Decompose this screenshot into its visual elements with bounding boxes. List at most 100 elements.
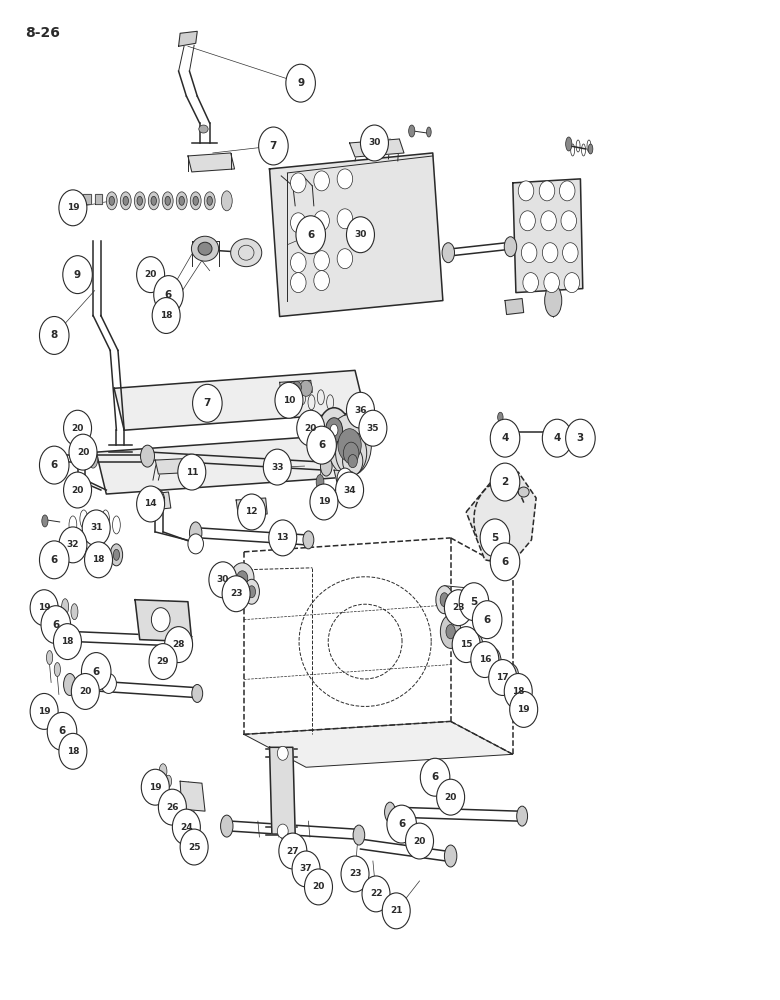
Ellipse shape bbox=[244, 579, 260, 604]
Ellipse shape bbox=[518, 487, 529, 497]
Circle shape bbox=[292, 381, 301, 393]
Circle shape bbox=[30, 590, 58, 626]
Circle shape bbox=[40, 446, 69, 484]
Text: 30: 30 bbox=[217, 575, 229, 584]
Circle shape bbox=[172, 809, 200, 845]
Text: 17: 17 bbox=[496, 673, 509, 682]
Circle shape bbox=[542, 419, 572, 457]
Circle shape bbox=[69, 434, 97, 470]
Circle shape bbox=[54, 624, 81, 660]
Ellipse shape bbox=[207, 196, 212, 205]
Text: 6: 6 bbox=[58, 726, 66, 736]
Ellipse shape bbox=[470, 641, 478, 654]
Circle shape bbox=[335, 472, 363, 508]
Ellipse shape bbox=[106, 192, 117, 210]
Ellipse shape bbox=[338, 429, 361, 462]
Ellipse shape bbox=[484, 648, 501, 676]
Text: 19: 19 bbox=[517, 705, 530, 714]
Text: 30: 30 bbox=[354, 230, 367, 239]
Circle shape bbox=[300, 380, 312, 396]
Ellipse shape bbox=[303, 531, 314, 549]
Circle shape bbox=[452, 627, 480, 663]
Text: 28: 28 bbox=[172, 640, 185, 649]
Circle shape bbox=[290, 253, 306, 273]
Circle shape bbox=[518, 181, 534, 201]
Circle shape bbox=[290, 173, 306, 193]
Ellipse shape bbox=[506, 672, 514, 683]
Text: 24: 24 bbox=[180, 823, 193, 832]
Circle shape bbox=[141, 769, 169, 805]
Ellipse shape bbox=[544, 285, 562, 317]
Circle shape bbox=[337, 249, 353, 269]
Text: 23: 23 bbox=[230, 589, 243, 598]
Ellipse shape bbox=[191, 236, 218, 261]
Circle shape bbox=[152, 298, 180, 333]
Circle shape bbox=[136, 486, 165, 522]
Polygon shape bbox=[270, 153, 443, 317]
Circle shape bbox=[231, 563, 254, 593]
Polygon shape bbox=[96, 435, 347, 494]
Circle shape bbox=[188, 534, 204, 554]
Polygon shape bbox=[135, 600, 192, 642]
Text: 25: 25 bbox=[188, 843, 200, 852]
Ellipse shape bbox=[52, 604, 59, 620]
Circle shape bbox=[279, 833, 307, 869]
Circle shape bbox=[278, 824, 288, 838]
Text: 33: 33 bbox=[271, 463, 284, 472]
Text: 10: 10 bbox=[283, 396, 295, 405]
Ellipse shape bbox=[148, 192, 159, 210]
Text: 6: 6 bbox=[51, 460, 58, 470]
Polygon shape bbox=[83, 194, 90, 204]
Ellipse shape bbox=[221, 815, 233, 837]
Polygon shape bbox=[466, 472, 536, 565]
Circle shape bbox=[307, 426, 336, 464]
Text: 8-26: 8-26 bbox=[25, 26, 59, 40]
Circle shape bbox=[337, 169, 353, 189]
Circle shape bbox=[561, 211, 576, 231]
Circle shape bbox=[285, 64, 315, 102]
Circle shape bbox=[519, 211, 535, 231]
Text: 6: 6 bbox=[318, 440, 325, 450]
Circle shape bbox=[564, 273, 580, 293]
Circle shape bbox=[541, 211, 556, 231]
Polygon shape bbox=[155, 458, 197, 474]
Ellipse shape bbox=[47, 651, 53, 665]
Ellipse shape bbox=[42, 515, 48, 527]
Polygon shape bbox=[94, 194, 102, 204]
Text: 8: 8 bbox=[51, 330, 58, 340]
Circle shape bbox=[360, 125, 388, 161]
Ellipse shape bbox=[134, 192, 145, 210]
Ellipse shape bbox=[159, 764, 167, 779]
Ellipse shape bbox=[55, 450, 64, 468]
Polygon shape bbox=[73, 264, 88, 276]
Ellipse shape bbox=[198, 242, 212, 255]
Ellipse shape bbox=[458, 591, 475, 619]
Ellipse shape bbox=[204, 192, 215, 210]
Text: 4: 4 bbox=[554, 433, 561, 443]
Text: 5: 5 bbox=[470, 597, 477, 607]
Ellipse shape bbox=[328, 414, 371, 476]
Text: 23: 23 bbox=[349, 869, 361, 878]
Ellipse shape bbox=[516, 806, 527, 826]
Text: 20: 20 bbox=[413, 837, 426, 846]
Circle shape bbox=[48, 712, 76, 750]
Circle shape bbox=[491, 463, 519, 501]
Ellipse shape bbox=[62, 599, 69, 615]
Ellipse shape bbox=[71, 604, 78, 620]
Circle shape bbox=[359, 410, 387, 446]
Circle shape bbox=[346, 392, 374, 428]
Ellipse shape bbox=[192, 684, 203, 702]
Text: 35: 35 bbox=[367, 424, 379, 433]
Circle shape bbox=[544, 273, 559, 293]
Polygon shape bbox=[114, 370, 365, 430]
Circle shape bbox=[387, 805, 417, 843]
Circle shape bbox=[40, 317, 69, 354]
Text: 23: 23 bbox=[452, 603, 465, 612]
Text: 27: 27 bbox=[286, 847, 300, 856]
Circle shape bbox=[242, 495, 262, 521]
Polygon shape bbox=[141, 492, 171, 511]
Circle shape bbox=[445, 590, 473, 626]
Text: 11: 11 bbox=[186, 468, 198, 477]
Polygon shape bbox=[244, 721, 512, 767]
Circle shape bbox=[314, 271, 329, 291]
